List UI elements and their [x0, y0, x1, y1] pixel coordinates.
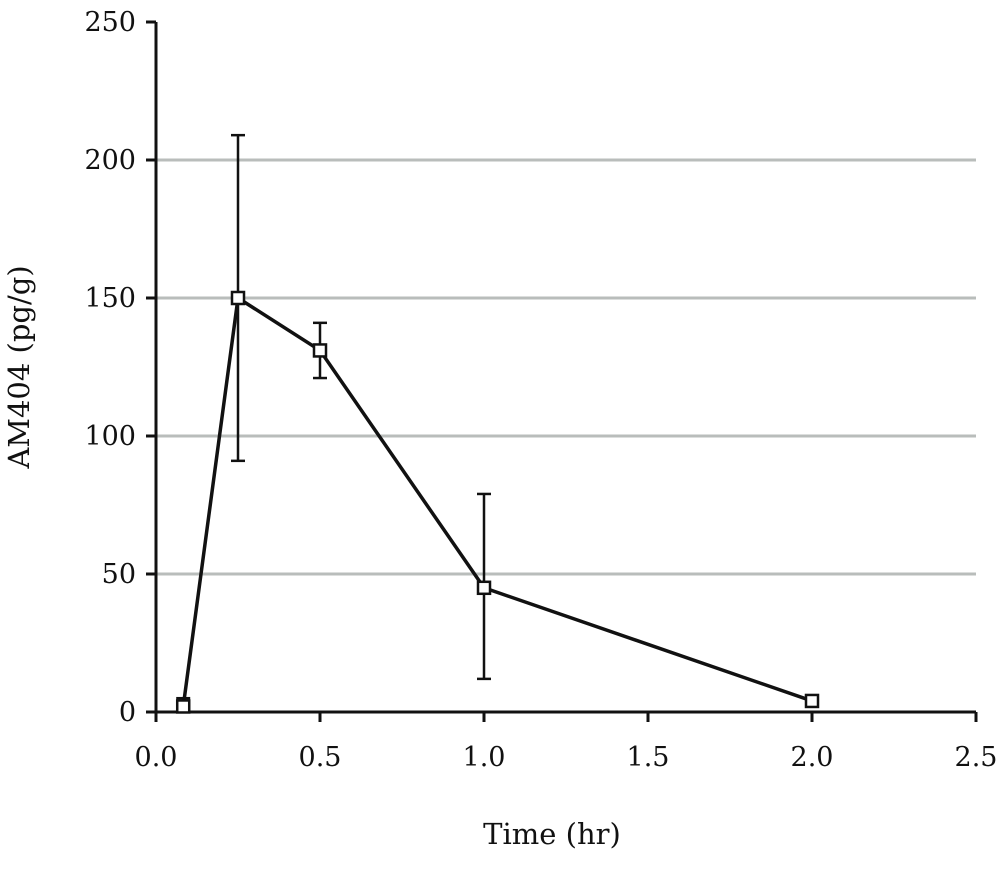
gridlines	[156, 158, 976, 576]
data-point-marker	[230, 290, 246, 306]
data-point-marker	[804, 693, 820, 709]
series	[175, 133, 820, 714]
x-tick-label: 1.0	[463, 742, 506, 773]
y-axis-title: AM404 (pg/g)	[2, 265, 36, 469]
x-axis-title: Time (hr)	[483, 817, 621, 851]
series-line	[181, 295, 813, 707]
data-point-marker	[312, 343, 328, 358]
y-tick-label: 50	[102, 559, 136, 590]
y-tick-label: 100	[84, 421, 136, 452]
x-tick-label: 0.5	[299, 742, 342, 773]
data-point-marker	[476, 580, 492, 596]
y-tick-label: 250	[84, 7, 136, 38]
x-tick-label: 1.5	[627, 742, 670, 773]
y-ticks: 0 50 100 150 200 250	[84, 7, 156, 728]
y-tick-label: 0	[119, 697, 136, 728]
x-tick-label: 2.0	[791, 742, 834, 773]
axes	[154, 22, 976, 714]
x-ticks: 0.0 0.5 1.0 1.5 2.0 2.5	[135, 712, 998, 773]
y-tick-label: 200	[84, 145, 136, 176]
x-tick-label: 0.0	[135, 742, 178, 773]
x-tick-label: 2.5	[955, 742, 998, 773]
y-tick-label: 150	[84, 283, 136, 314]
data-point-marker	[175, 699, 191, 714]
